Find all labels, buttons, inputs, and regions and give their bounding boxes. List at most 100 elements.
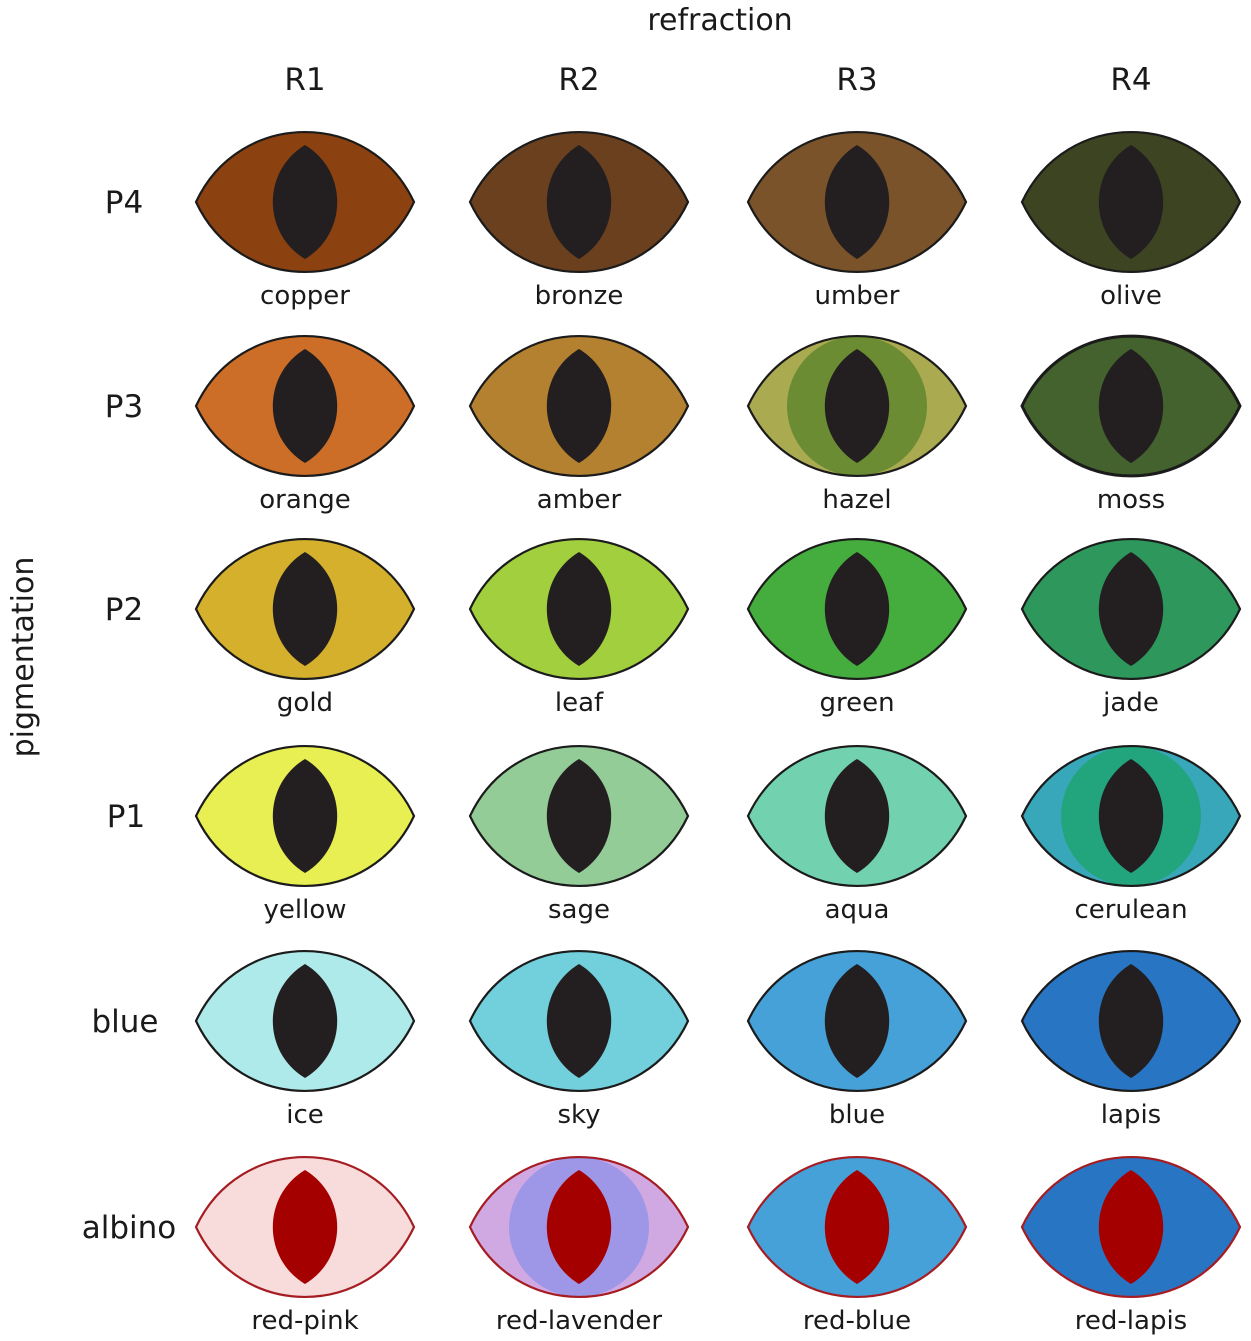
eye-red-blue: red-blue <box>746 1156 968 1336</box>
eye-outline <box>1020 950 1242 1092</box>
eye-outline <box>746 131 968 273</box>
eye-outline <box>746 538 968 680</box>
eye-label: red-lapis <box>1075 1306 1187 1336</box>
pupil <box>1098 759 1164 873</box>
eye-outline <box>1020 334 1242 478</box>
eye-outline <box>468 538 690 680</box>
x-axis-title: refraction <box>647 3 792 38</box>
pupil <box>546 964 612 1078</box>
eye-red-lapis: red-lapis <box>1020 1156 1242 1336</box>
pupil <box>272 349 338 463</box>
eye-label: moss <box>1097 485 1165 515</box>
eye-outline <box>746 745 968 887</box>
eye-label: green <box>819 688 894 718</box>
eye-label: yellow <box>263 895 346 925</box>
eye-leaf: leaf <box>468 538 690 718</box>
eye-yellow: yellow <box>194 745 416 925</box>
eye-label: ice <box>286 1100 324 1130</box>
eye-red-pink: red-pink <box>194 1156 416 1336</box>
pupil <box>546 1170 612 1284</box>
pupil <box>272 1170 338 1284</box>
pupil <box>1098 145 1164 259</box>
column-header: R2 <box>558 62 599 98</box>
eye-red-lavender: red-lavender <box>468 1156 690 1336</box>
eye-outline <box>746 950 968 1092</box>
eye-umber: umber <box>746 131 968 311</box>
eye-outline <box>1020 745 1242 887</box>
eye-outline <box>468 1156 690 1298</box>
eye-moss: moss <box>1020 334 1242 515</box>
eye-outline <box>194 950 416 1092</box>
eye-cerulean: cerulean <box>1020 745 1242 925</box>
pupil <box>824 552 890 666</box>
pupil <box>824 1170 890 1284</box>
eye-blue: blue <box>746 950 968 1130</box>
eye-label: red-blue <box>803 1306 911 1336</box>
eye-label: jade <box>1102 688 1159 718</box>
eye-label: sky <box>557 1100 600 1130</box>
pupil <box>824 349 890 463</box>
pupil <box>546 552 612 666</box>
eye-green: green <box>746 538 968 718</box>
eye-outline <box>1020 1156 1242 1298</box>
pupil <box>272 145 338 259</box>
row-headers: P4 P3 P2 P1 blue albino <box>82 185 177 1246</box>
eye-label: copper <box>260 281 350 311</box>
eye-grid: copper bronze umber olive orange amber hazel mo… <box>194 131 1242 1336</box>
eye-orange: orange <box>194 335 416 515</box>
eye-label: bronze <box>535 281 624 311</box>
pupil <box>546 349 612 463</box>
eye-outline <box>194 538 416 680</box>
eye-label: aqua <box>825 895 890 925</box>
eye-outline <box>746 1156 968 1298</box>
eye-copper: copper <box>194 131 416 311</box>
eye-outline <box>468 131 690 273</box>
eye-label: cerulean <box>1074 895 1187 925</box>
row-header: P2 <box>105 592 143 628</box>
row-header: P3 <box>105 389 143 425</box>
eye-outline <box>468 745 690 887</box>
eye-lapis: lapis <box>1020 950 1242 1130</box>
row-header: blue <box>91 1004 158 1040</box>
eye-label: lapis <box>1101 1100 1161 1130</box>
pupil <box>272 964 338 1078</box>
eye-bronze: bronze <box>468 131 690 311</box>
eye-label: red-lavender <box>496 1306 663 1336</box>
y-axis-title: pigmentation <box>6 557 41 758</box>
eye-label: olive <box>1100 281 1162 311</box>
eye-label: blue <box>829 1100 885 1130</box>
pupil <box>824 145 890 259</box>
pupil <box>1098 349 1164 463</box>
eye-sky: sky <box>468 950 690 1130</box>
eye-outline <box>468 335 690 477</box>
eye-hazel: hazel <box>746 335 968 515</box>
pupil <box>1098 964 1164 1078</box>
eye-jade: jade <box>1020 538 1242 718</box>
eye-amber: amber <box>468 335 690 515</box>
eye-label: gold <box>277 688 333 718</box>
eye-sage: sage <box>468 745 690 925</box>
eye-gold: gold <box>194 538 416 718</box>
pupil <box>546 759 612 873</box>
eye-label: umber <box>815 281 900 311</box>
eye-outline <box>746 335 968 477</box>
pupil <box>1098 552 1164 666</box>
column-header: R3 <box>836 62 877 98</box>
row-header: P4 <box>105 185 143 221</box>
eye-ice: ice <box>194 950 416 1130</box>
eye-olive: olive <box>1020 131 1242 311</box>
column-header: R1 <box>284 62 325 98</box>
pupil <box>272 759 338 873</box>
eye-outline <box>194 1156 416 1298</box>
eye-label: amber <box>537 485 622 515</box>
eye-outline <box>468 950 690 1092</box>
pupil <box>824 759 890 873</box>
pupil <box>546 145 612 259</box>
eye-label: hazel <box>822 485 891 515</box>
pupil <box>272 552 338 666</box>
eye-label: sage <box>548 895 610 925</box>
eye-label: leaf <box>555 688 604 718</box>
row-header: albino <box>82 1210 177 1246</box>
eye-outline <box>1020 538 1242 680</box>
